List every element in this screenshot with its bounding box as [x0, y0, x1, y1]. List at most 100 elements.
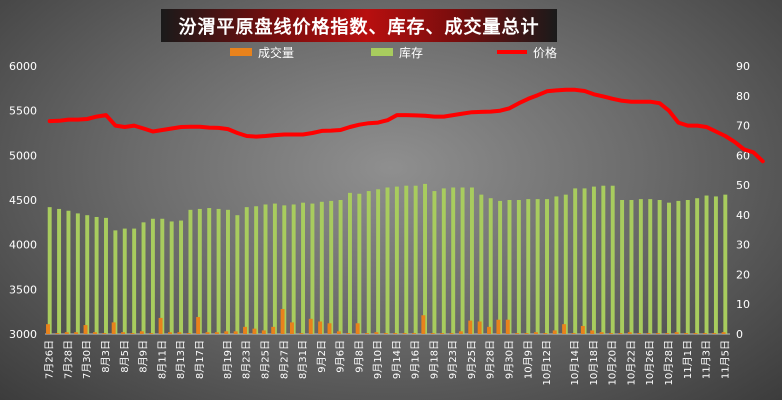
chart-title-box: 汾渭平原盘线价格指数、库存、成交量总计	[161, 9, 557, 42]
y-right-tick-label: 50	[736, 179, 750, 192]
inventory-bar	[254, 206, 259, 334]
volume-bar	[383, 333, 388, 334]
inventory-bar	[545, 199, 549, 334]
inventory-bar	[629, 200, 634, 334]
inventory-bar	[432, 191, 437, 334]
y-right-tick-label: 0	[736, 328, 743, 341]
x-tick-label: 10月14日	[569, 340, 581, 385]
inventory-bar	[695, 198, 700, 334]
volume-bar	[243, 326, 248, 334]
inventory-bar	[451, 187, 456, 334]
volume-bar	[102, 333, 107, 334]
inventory-bar	[310, 203, 315, 334]
x-tick-label: 9月28日	[485, 340, 497, 379]
volume-bar	[627, 332, 632, 334]
inventory-bar	[582, 188, 587, 334]
inventory-bar	[85, 215, 90, 334]
inventory-bar	[648, 199, 653, 334]
inventory-bar	[319, 201, 324, 334]
inventory-bar	[169, 221, 174, 334]
inventory-bar	[94, 216, 99, 334]
inventory-bar	[235, 215, 240, 334]
y-right-tick-label: 30	[736, 239, 750, 252]
inventory-bar	[460, 187, 465, 334]
inventory-bar	[113, 230, 118, 334]
inventory-bar	[713, 196, 718, 334]
x-tick-label: 11月3日	[701, 340, 713, 379]
inventory-bar	[535, 199, 540, 334]
inventory-bar	[75, 213, 80, 334]
x-tick-label: 10月26日	[644, 340, 656, 385]
x-tick-label: 9月14日	[391, 340, 403, 379]
x-tick-label: 8月31日	[297, 340, 309, 379]
volume-bar	[646, 333, 651, 334]
volume-bar	[168, 332, 172, 334]
legend: 成交量 库存 价格	[230, 45, 557, 60]
volume-bar	[562, 324, 567, 334]
volume-bar	[712, 333, 717, 334]
inventory-bar	[591, 186, 596, 334]
y-left-tick-label: 4000	[9, 239, 37, 252]
x-tick-label: 7月30日	[81, 340, 93, 379]
x-tick-label: 9月30日	[503, 340, 515, 379]
x-tick-label: 10月22日	[625, 340, 637, 385]
inventory-bar	[676, 200, 681, 334]
x-tick-label: 7月28日	[62, 340, 74, 379]
legend-price: 价格	[497, 45, 557, 60]
volume-bar	[496, 319, 501, 334]
inventory-bar	[498, 200, 503, 334]
inventory-bar	[573, 188, 578, 334]
inventory-bar	[263, 204, 268, 334]
x-tick-label: 8月19日	[222, 340, 234, 379]
volume-bar	[346, 333, 351, 334]
volume-bar	[571, 333, 576, 334]
y-left-tick-label: 3500	[9, 283, 37, 296]
inventory-bar	[413, 185, 418, 334]
inventory-bar	[620, 200, 625, 334]
volume-bar	[177, 332, 182, 334]
volume-bar	[515, 333, 520, 334]
volume-bar	[402, 333, 407, 334]
inventory-bar	[329, 200, 334, 334]
x-tick-label: 10月20日	[607, 340, 619, 385]
inventory-bar	[469, 187, 474, 334]
volume-bar	[252, 328, 257, 334]
volume-bar	[233, 331, 238, 334]
volume-bar	[693, 333, 698, 334]
volume-bar	[674, 332, 679, 334]
volume-bar	[121, 332, 126, 334]
legend-inventory: 库存	[371, 45, 423, 60]
x-tick-label: 8月13日	[175, 340, 187, 379]
x-tick-label: 9月16日	[410, 340, 422, 379]
inventory-bar	[197, 208, 202, 334]
x-tick-label: 9月25日	[466, 340, 478, 379]
inventory-bar	[57, 208, 62, 334]
inventory-bar	[479, 194, 484, 334]
volume-bar	[702, 333, 707, 334]
inventory-bar	[385, 187, 390, 334]
x-tick-label: 8月23日	[241, 340, 253, 379]
volume-bar	[290, 322, 294, 334]
x-tick-label: 8月11日	[156, 340, 168, 379]
inventory-bars	[47, 183, 728, 334]
y-right-tick-label: 60	[736, 149, 750, 162]
x-tick-label: 8月5日	[119, 340, 131, 373]
volume-bar	[411, 333, 416, 334]
volume-bar	[440, 333, 445, 334]
legend-inventory-label: 库存	[399, 45, 423, 60]
inventory-bar	[441, 188, 446, 334]
inventory-bar	[357, 193, 362, 334]
y-left-tick-label: 4500	[9, 194, 37, 207]
volume-bar	[721, 332, 726, 334]
volume-bar	[458, 331, 463, 334]
inventory-bar	[638, 199, 643, 334]
y-right-tick-label: 10	[736, 298, 750, 311]
volume-bar	[365, 333, 370, 334]
inventory-bar	[404, 185, 409, 334]
volume-bar	[224, 331, 229, 334]
inventory-bar	[291, 204, 296, 334]
volume-bar	[261, 330, 266, 334]
inventory-bar	[132, 228, 137, 334]
volume-bar	[318, 321, 323, 334]
